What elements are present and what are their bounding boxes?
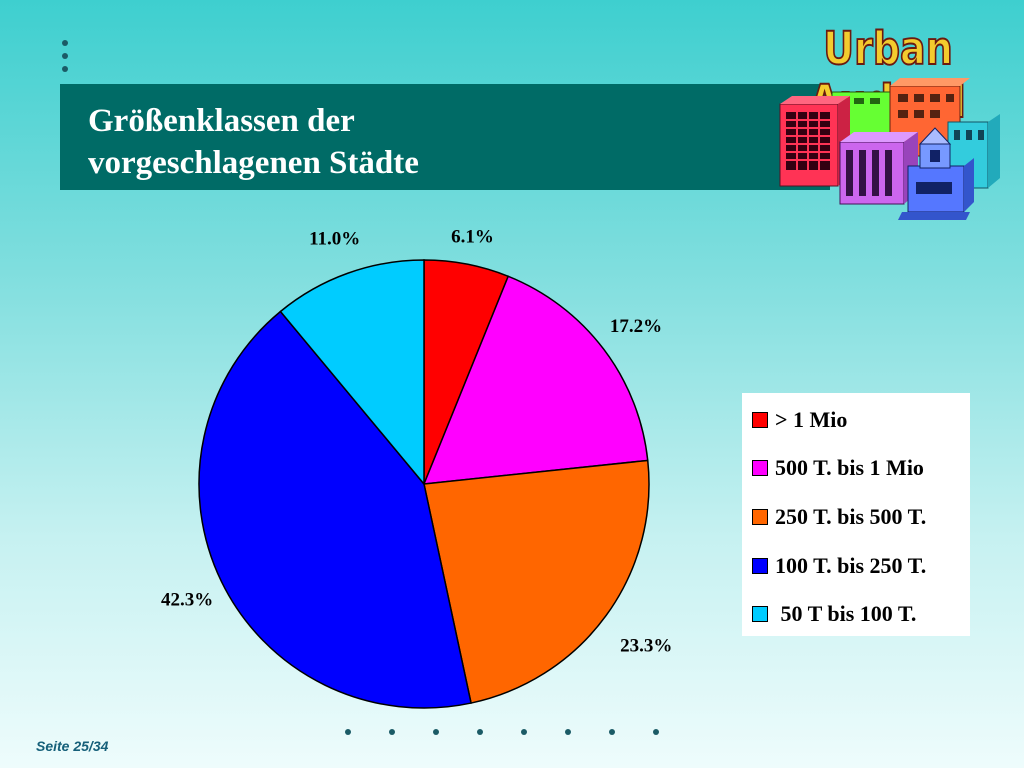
decorative-dots-vertical: [62, 40, 68, 79]
urban-audit-logo: Urban Audit II: [770, 18, 1010, 228]
legend-swatch-4: [752, 557, 768, 574]
legend-label-1: > 1 Mio: [775, 407, 848, 432]
legend-swatch-1: [752, 411, 768, 428]
pie-slice-3: [423, 459, 650, 704]
title-line-2: vorgeschlagenen Städte: [88, 145, 419, 181]
slide-title: Größenklassen der vorgeschlagenen Städte: [88, 100, 728, 184]
legend-label-4: 100 T. bis 250 T.: [775, 553, 927, 578]
pie-slice-2: [422, 275, 649, 485]
city-buildings-icon: [779, 78, 1000, 220]
legend-item-1: > 1 Mio: [752, 405, 847, 435]
chart-legend: > 1 Mio 500 T. bis 1 Mio 250 T. bis 500 …: [742, 393, 970, 636]
page-number: Seite 25/34: [36, 738, 109, 754]
legend-swatch-2: [752, 459, 768, 476]
pie-slice-5: [279, 259, 425, 487]
pie-data-label-2: 17.2%: [610, 316, 662, 337]
pie-data-label-5: 11.0%: [309, 228, 360, 249]
legend-label-2: 500 T. bis 1 Mio: [775, 455, 924, 480]
legend-item-5: 50 T bis 100 T.: [752, 599, 916, 629]
legend-label-3: 250 T. bis 500 T.: [775, 504, 927, 529]
title-bar: [60, 84, 830, 190]
pie-data-label-4: 42.3%: [161, 589, 213, 610]
legend-label-5: 50 T bis 100 T.: [775, 601, 917, 626]
decorative-dots-horizontal: [345, 722, 697, 740]
pie-slice-4: [198, 310, 472, 709]
legend-swatch-5: [752, 605, 768, 622]
pie-data-label-1: 6.1%: [451, 227, 494, 248]
legend-item-4: 100 T. bis 250 T.: [752, 551, 926, 581]
legend-item-2: 500 T. bis 1 Mio: [752, 453, 924, 483]
legend-swatch-3: [752, 508, 768, 525]
title-line-1: Größenklassen der: [88, 103, 355, 139]
legend-item-3: 250 T. bis 500 T.: [752, 502, 926, 532]
pie-data-label-3: 23.3%: [620, 635, 672, 656]
